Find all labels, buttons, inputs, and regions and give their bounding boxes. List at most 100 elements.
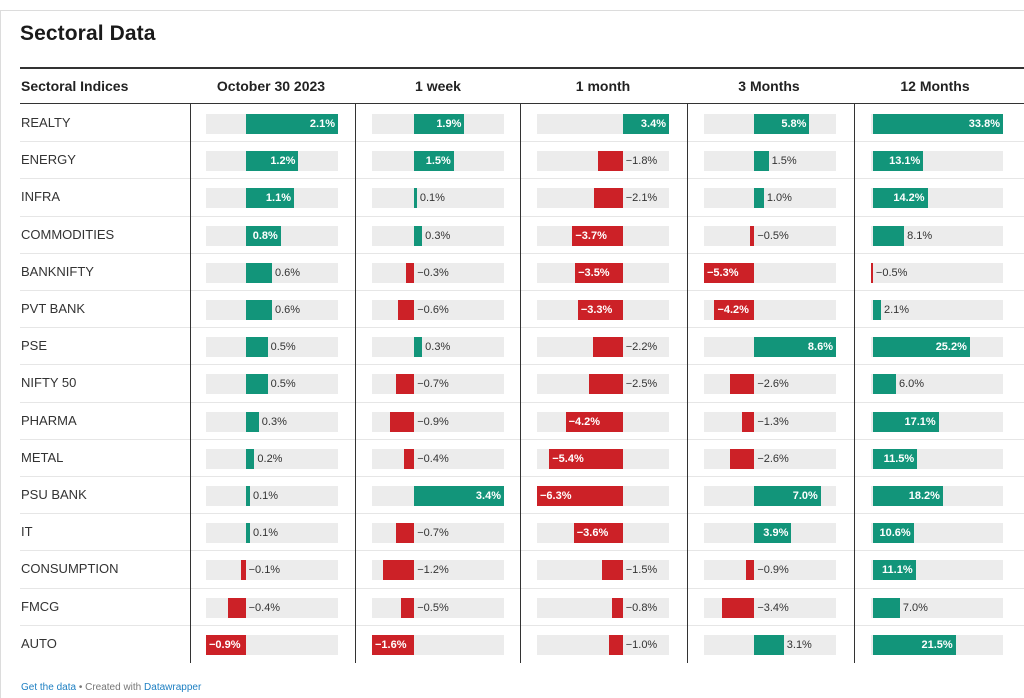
value-label: 17.1% <box>904 415 936 428</box>
value-label: −3.7% <box>575 229 607 242</box>
value-bar <box>872 300 881 320</box>
value-label: 7.0% <box>792 490 818 502</box>
header-sectoral-indices: Sectoral Indices <box>21 78 129 94</box>
value-label: 0.5% <box>270 378 296 391</box>
value-bar <box>245 262 272 283</box>
bar-track <box>206 337 338 358</box>
bar-track <box>871 262 1003 283</box>
value-bar <box>872 634 956 655</box>
bar-track <box>372 188 504 209</box>
value-label: 6.0% <box>899 378 925 391</box>
row-label: METAL <box>21 449 64 465</box>
value-label: 8.1% <box>907 229 933 242</box>
row-divider <box>20 587 1024 589</box>
value-label: −0.8% <box>625 601 658 614</box>
value-label: 3.4% <box>640 118 666 130</box>
value-bar <box>228 597 246 618</box>
value-bar <box>565 411 623 432</box>
row-divider <box>20 401 1024 403</box>
bar-track <box>871 597 1003 618</box>
row-label: PHARMA <box>21 412 77 428</box>
value-bar <box>872 374 896 395</box>
value-bar <box>245 225 281 246</box>
value-bar <box>537 486 623 506</box>
value-bar <box>754 114 810 134</box>
bar-track <box>537 597 669 618</box>
value-label: 3.4% <box>475 490 501 502</box>
value-bar <box>872 448 918 469</box>
value-label: −0.4% <box>417 452 449 465</box>
value-label: −0.3% <box>417 266 449 279</box>
value-bar <box>245 114 338 134</box>
value-label: −5.3% <box>707 266 739 279</box>
row-label: INFRA <box>21 189 60 205</box>
bar-track <box>372 262 504 283</box>
value-bar <box>577 300 623 320</box>
bar-track <box>704 411 836 432</box>
value-bar <box>609 634 623 655</box>
header-october-30-2023: October 30 2023 <box>216 78 326 94</box>
value-bar <box>872 411 939 432</box>
value-bar <box>401 597 415 618</box>
value-bar <box>872 523 914 544</box>
value-bar <box>592 337 623 358</box>
value-label: 5.8% <box>781 118 807 130</box>
value-bar <box>572 225 623 246</box>
value-bar <box>245 523 250 544</box>
row-divider <box>20 513 1024 515</box>
value-label: 0.1% <box>253 490 279 502</box>
row-divider <box>20 364 1024 366</box>
datawrapper-link[interactable]: Datawrapper <box>144 682 202 693</box>
row-label: CONSUMPTION <box>21 561 119 577</box>
header-1-week: 1 week <box>415 78 461 94</box>
value-label: −4.2% <box>568 415 601 428</box>
value-label: −3.3% <box>580 304 613 316</box>
value-bar <box>754 523 792 544</box>
value-bar <box>741 411 755 432</box>
value-label: −0.9% <box>757 564 789 577</box>
value-bar <box>414 337 423 358</box>
value-label: −2.6% <box>757 378 789 391</box>
value-label: −0.6% <box>417 304 449 316</box>
value-label: −2.6% <box>757 452 789 465</box>
value-bar <box>414 188 417 209</box>
value-bar <box>245 374 268 395</box>
bar-track <box>372 337 504 358</box>
bar-track <box>537 634 669 655</box>
value-bar <box>872 337 970 358</box>
value-bar <box>403 448 415 469</box>
value-bar <box>245 188 294 209</box>
value-label: 0.1% <box>253 527 279 540</box>
value-label: 0.3% <box>425 229 451 242</box>
chart-footer: Get the data • Created with Datawrapper <box>21 682 201 693</box>
row-label: AUTO <box>21 635 57 651</box>
value-bar <box>745 560 755 581</box>
value-bar <box>594 188 623 209</box>
bar-track <box>372 225 504 246</box>
value-label: −3.6% <box>576 527 609 540</box>
value-bar <box>714 300 755 320</box>
value-bar <box>704 262 755 283</box>
value-bar <box>870 262 873 283</box>
value-bar <box>414 151 454 172</box>
bar-track <box>206 448 338 469</box>
value-label: −1.2% <box>417 564 449 577</box>
row-label: BANKNIFTY <box>21 263 94 279</box>
value-bar <box>754 337 836 358</box>
bar-track <box>206 523 338 544</box>
value-label: 0.6% <box>275 304 301 316</box>
value-label: 3.1% <box>786 638 812 651</box>
value-bar <box>382 560 415 581</box>
value-label: 2.1% <box>309 118 335 130</box>
value-label: −2.5% <box>625 378 658 391</box>
row-divider <box>20 327 1024 329</box>
value-label: 0.1% <box>419 192 445 205</box>
row-label: PSE <box>21 338 48 354</box>
value-bar <box>245 486 250 506</box>
value-label: 1.2% <box>270 155 296 168</box>
bar-track <box>871 300 1003 320</box>
value-label: −5.4% <box>552 452 584 465</box>
value-label: −2.1% <box>625 192 658 205</box>
get-data-link[interactable]: Get the data <box>21 682 77 693</box>
value-label: 2.1% <box>884 304 910 316</box>
